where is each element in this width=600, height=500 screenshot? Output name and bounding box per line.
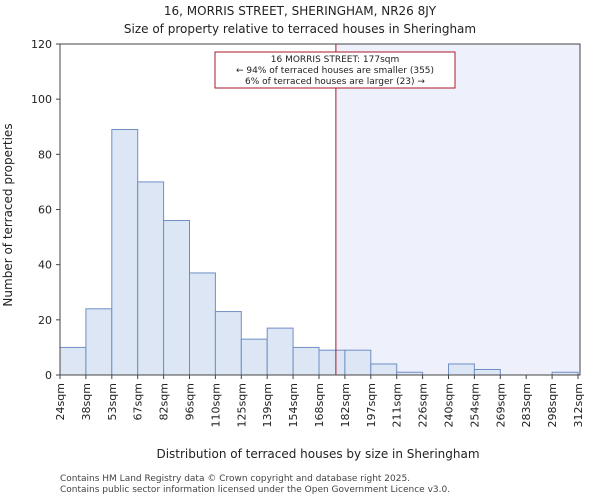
larger-region-shading — [335, 44, 580, 375]
bar-53sqm — [111, 129, 139, 376]
x-tick-label: 82sqm — [158, 383, 171, 420]
y-tick-label: 0 — [45, 369, 52, 382]
x-axis-ticks: 24sqm 38sqm 53sqm 67sqm 82sqm 96sqm 110sqm 125s… — [54, 375, 585, 427]
x-tick-label: 312sqm — [572, 383, 585, 427]
bars-group — [59, 129, 579, 376]
annotation-line-2: ← 94% of terraced houses are smaller (35… — [236, 66, 434, 76]
bar-67sqm — [137, 181, 165, 376]
x-tick-label: 211sqm — [391, 383, 404, 427]
y-tick-label: 80 — [38, 148, 52, 161]
bar-139sqm — [266, 327, 294, 376]
x-tick-label: 67sqm — [132, 383, 145, 420]
x-tick-label: 24sqm — [54, 383, 67, 420]
footer-licence: Contains public sector information licen… — [60, 485, 451, 495]
y-tick-label: 40 — [38, 259, 52, 272]
x-tick-label: 226sqm — [417, 383, 430, 427]
x-tick-label: 53sqm — [106, 383, 119, 420]
annotation-line-3: 6% of terraced houses are larger (23) → — [245, 77, 425, 87]
footer-copyright: Contains HM Land Registry data © Crown c… — [60, 474, 411, 484]
bar-38sqm — [85, 308, 113, 376]
y-tick-label: 20 — [38, 314, 52, 327]
y-axis-ticks: 0 20 40 60 80 100 120 — [31, 38, 60, 382]
bar-96sqm — [189, 272, 216, 376]
y-tick-label: 100 — [31, 93, 52, 106]
bar-182sqm — [344, 349, 372, 376]
x-tick-label: 110sqm — [209, 383, 222, 427]
x-tick-label: 182sqm — [339, 383, 352, 427]
x-tick-label: 154sqm — [287, 383, 300, 427]
x-tick-label: 125sqm — [235, 383, 248, 427]
y-axis-label: Number of terraced properties — [1, 123, 15, 306]
chart-subtitle: Size of property relative to terraced ho… — [124, 22, 476, 36]
x-axis-label: Distribution of terraced houses by size … — [156, 447, 479, 461]
x-tick-label: 254sqm — [468, 383, 481, 427]
bar-197sqm — [370, 363, 398, 376]
x-tick-label: 240sqm — [443, 383, 456, 427]
bar-254sqm — [473, 368, 501, 376]
bar-240sqm — [448, 363, 475, 376]
bar-110sqm — [214, 311, 242, 376]
x-tick-label: 283sqm — [520, 383, 533, 427]
bar-168sqm — [318, 349, 346, 376]
chart-title: 16, MORRIS STREET, SHERINGHAM, NR26 8JY — [164, 4, 437, 18]
x-tick-label: 96sqm — [184, 383, 197, 420]
bar-154sqm — [292, 346, 320, 376]
x-tick-label: 168sqm — [313, 383, 326, 427]
x-tick-label: 38sqm — [80, 383, 93, 420]
x-tick-label: 139sqm — [261, 383, 274, 427]
x-tick-label: 298sqm — [546, 383, 559, 427]
y-tick-label: 60 — [38, 204, 52, 217]
x-tick-label: 269sqm — [494, 383, 507, 427]
annotation-line-1: 16 MORRIS STREET: 177sqm — [271, 55, 399, 65]
x-tick-label: 197sqm — [365, 383, 378, 427]
bar-24sqm — [59, 346, 87, 376]
annotation-box: 16 MORRIS STREET: 177sqm ← 94% of terrac… — [214, 51, 456, 89]
plot-frame — [59, 43, 581, 376]
bar-125sqm — [240, 338, 268, 376]
bar-82sqm — [163, 220, 191, 376]
y-tick-label: 120 — [31, 38, 52, 51]
